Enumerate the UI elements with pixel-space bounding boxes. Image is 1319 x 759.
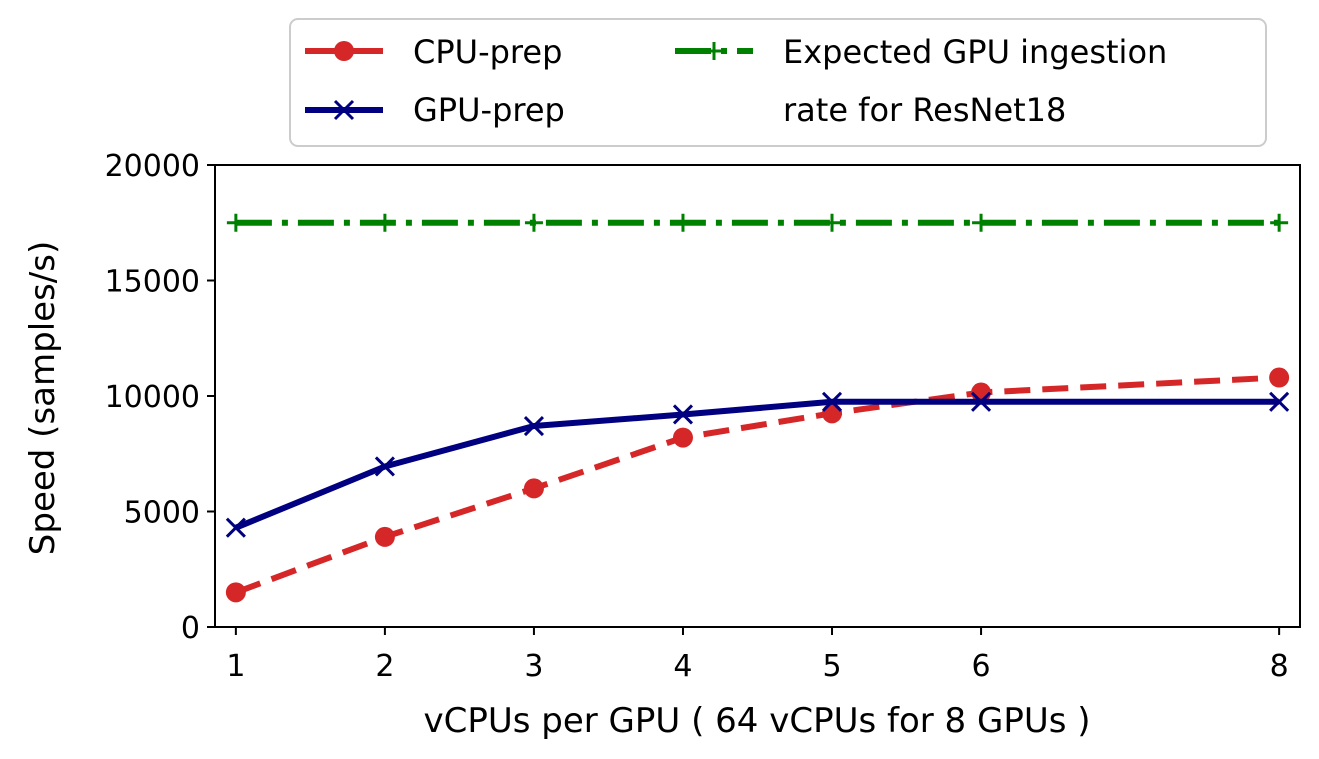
data-point-expected-gpu-ingestion-rate-for-resnet18 — [524, 213, 543, 232]
data-point-gpu-prep — [672, 404, 694, 425]
data-point-gpu-prep — [374, 456, 395, 477]
data-point-expected-gpu-ingestion-rate-for-resnet18 — [1270, 213, 1289, 232]
data-point-expected-gpu-ingestion-rate-for-resnet18 — [823, 213, 842, 232]
x-axis: 1 2 3 4 5 6 8 — [226, 627, 1289, 684]
data-point-cpu-prep — [225, 582, 246, 603]
x-tick-label: 2 — [375, 649, 394, 684]
data-point-gpu-prep — [970, 391, 992, 412]
data-point-gpu-prep — [225, 517, 246, 538]
legend-label-expected-rate-line2: rate for ResNet18 — [783, 91, 1066, 129]
data-point-gpu-prep — [1269, 391, 1290, 412]
legend-box — [289, 18, 1267, 147]
x-tick-label: 3 — [524, 649, 543, 684]
legend: CPU-prep GPU-prep Expected GPU ingestion… — [289, 18, 1267, 147]
legend-marker-gpu-prep — [333, 99, 355, 121]
legend-marker-cpu-prep — [334, 41, 354, 61]
data-point-expected-gpu-ingestion-rate-for-resnet18 — [226, 213, 245, 232]
data-point-gpu-prep — [821, 391, 843, 412]
x-axis-title: vCPUs per GPU ( 64 vCPUs for 8 GPUs ) — [423, 701, 1090, 741]
data-point-expected-gpu-ingestion-rate-for-resnet18 — [673, 213, 692, 232]
x-tick-label: 8 — [1270, 649, 1289, 684]
y-tick-label: 5000 — [124, 496, 200, 531]
legend-entry-cpu-prep: CPU-prep — [305, 33, 562, 71]
y-tick-label: 0 — [181, 611, 200, 646]
x-tick-label: 1 — [226, 649, 245, 684]
y-axis-title: Speed (samples/s) — [23, 241, 63, 555]
legend-label-expected-rate: Expected GPU ingestion — [783, 33, 1167, 71]
legend-label-gpu-prep: GPU-prep — [413, 91, 565, 129]
data-point-expected-gpu-ingestion-rate-for-resnet18 — [375, 213, 394, 232]
series-layer — [225, 213, 1290, 603]
y-axis: 0 5000 10000 15000 20000 — [105, 149, 215, 646]
y-tick-label: 15000 — [105, 265, 200, 300]
legend-label-cpu-prep: CPU-prep — [413, 33, 562, 71]
legend-marker-expected-rate — [705, 42, 723, 60]
x-tick-label: 4 — [673, 649, 692, 684]
data-point-cpu-prep — [523, 478, 544, 499]
y-tick-label: 20000 — [105, 149, 200, 184]
legend-entry-expected-rate: Expected GPU ingestion rate for ResNet18 — [675, 33, 1167, 129]
x-tick-label: 6 — [972, 649, 991, 684]
x-tick-label: 5 — [822, 649, 841, 684]
legend-entry-gpu-prep: GPU-prep — [305, 91, 565, 129]
data-point-cpu-prep — [1269, 367, 1290, 388]
data-point-expected-gpu-ingestion-rate-for-resnet18 — [972, 213, 991, 232]
data-point-cpu-prep — [822, 403, 843, 424]
data-point-cpu-prep — [374, 526, 395, 547]
y-tick-label: 10000 — [105, 380, 200, 415]
data-point-cpu-prep — [672, 427, 693, 448]
plot-area — [214, 164, 1301, 628]
data-point-gpu-prep — [523, 415, 545, 437]
